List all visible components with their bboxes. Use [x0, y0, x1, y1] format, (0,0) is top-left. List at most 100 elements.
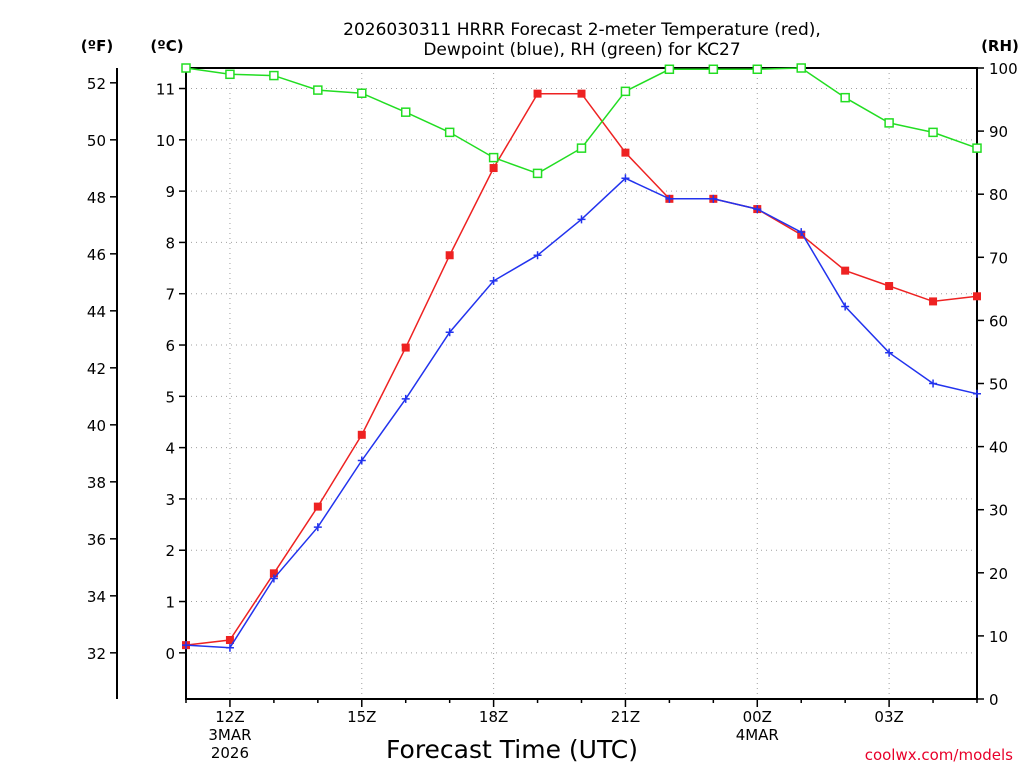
rh-tick-label: 30 [989, 502, 1008, 520]
rh-tick-label: 10 [989, 628, 1008, 646]
dewpoint-point [269, 574, 278, 583]
temperature-point [269, 569, 278, 578]
rh-tick-label: 60 [989, 312, 1008, 330]
celsius-tick-label: 3 [165, 491, 175, 509]
dewpoint-point [445, 328, 454, 337]
rh-point [444, 127, 455, 138]
rh-point [400, 107, 411, 117]
rh-tick-label: 0 [989, 691, 999, 709]
temperature-line [185, 92, 978, 646]
rh-tick-label: 40 [989, 439, 1008, 457]
chart-title-line-1: 2026030311 HRRR Forecast 2-meter Tempera… [343, 20, 821, 40]
dewpoint-point [533, 251, 542, 260]
celsius-unit-label: (ºC) [150, 37, 183, 55]
temperature-point [577, 89, 586, 98]
rh-tick-label: 70 [989, 249, 1008, 267]
dewpoint-point [709, 194, 718, 203]
rh-point [225, 69, 235, 80]
dewpoint-point [753, 205, 762, 214]
time-tick-label: 15Z [347, 708, 376, 726]
temperature-point [533, 89, 542, 98]
rh-point [357, 88, 367, 98]
celsius-tick-label: 5 [165, 388, 175, 406]
rh-point [181, 63, 191, 73]
dewpoint-point [929, 379, 938, 388]
temperature-point [445, 251, 454, 260]
temperature-point [401, 343, 410, 352]
time-tick-sublabel: 4MAR [736, 726, 779, 744]
fahrenheit-tick-label: 42 [87, 360, 106, 378]
fahrenheit-tick-label: 48 [87, 189, 106, 207]
celsius-tick-label: 6 [165, 337, 175, 355]
dewpoint-point [182, 641, 190, 650]
dewpoint-point [841, 302, 850, 311]
temperature-point [973, 292, 981, 301]
dewpoint-point [665, 194, 674, 203]
fahrenheit-tick-label: 52 [87, 75, 106, 93]
time-tick-label: 03Z [874, 708, 903, 726]
series-layer [181, 63, 982, 652]
rh-tick-label: 90 [989, 123, 1008, 141]
celsius-tick-label: 4 [165, 440, 175, 458]
grid [186, 68, 977, 699]
rh-point [664, 64, 675, 75]
celsius-tick-label: 9 [165, 183, 175, 201]
fahrenheit-tick-label: 50 [87, 132, 106, 150]
temperature-point [885, 282, 894, 291]
rh-tick-label: 80 [989, 186, 1008, 204]
fahrenheit-tick-label: 40 [87, 417, 106, 435]
dewpoint-point [357, 456, 366, 465]
fahrenheit-tick-label: 44 [87, 303, 106, 321]
rh-point [972, 143, 982, 153]
dewpoint-point [401, 394, 410, 403]
celsius-tick-label: 8 [165, 234, 175, 252]
rh-point [840, 92, 850, 103]
temperature-point [357, 430, 366, 439]
rh-point [488, 152, 499, 163]
celsius-axis: 0 1 2 3 4 5 6 7 8 9 10 11 [156, 81, 186, 663]
temperature-point [313, 502, 322, 511]
temperature-point [225, 636, 234, 645]
chart-title-line-2: Dewpoint (blue), RH (green) for KC27 [423, 40, 740, 60]
dewpoint-point [797, 228, 806, 237]
series-temperature [182, 89, 981, 650]
rh-point [796, 63, 806, 73]
celsius-tick-label: 0 [165, 645, 175, 663]
rh-line [185, 67, 978, 175]
x-axis-title: Forecast Time (UTC) [386, 735, 638, 764]
fahrenheit-tick-label: 34 [87, 588, 106, 606]
time-tick-label: 18Z [479, 708, 508, 726]
time-tick-sublabel: 3MAR [208, 726, 251, 744]
fahrenheit-tick-label: 36 [87, 531, 106, 549]
rh-point [752, 64, 763, 75]
fahrenheit-unit-label: (ºF) [81, 37, 113, 55]
dewpoint-point [621, 174, 630, 183]
credit-text: coolwx.com/models [865, 746, 1013, 764]
time-tick-label: 12Z [215, 708, 244, 726]
celsius-tick-label: 1 [165, 594, 175, 612]
rh-point [928, 127, 938, 138]
fahrenheit-tick-label: 46 [87, 246, 106, 264]
rh-tick-label: 100 [989, 60, 1018, 78]
rh-point [313, 85, 323, 95]
temperature-point [489, 164, 498, 173]
temperature-point [929, 297, 938, 306]
rh-point [269, 70, 279, 81]
plot-frame [185, 67, 978, 700]
rh-point [532, 168, 543, 179]
dewpoint-point [577, 215, 586, 224]
dewpoint-point [885, 348, 894, 357]
series-rh [181, 63, 982, 179]
rh-axis: 0 10 20 30 40 50 60 70 80 90 100 [977, 60, 1018, 709]
fahrenheit-axis: 32 34 36 38 40 42 44 46 48 50 52 [87, 75, 117, 663]
fahrenheit-tick-label: 38 [87, 474, 106, 492]
celsius-tick-label: 7 [165, 286, 175, 304]
dewpoint-line [185, 177, 978, 649]
rh-unit-label: (RH) [981, 37, 1019, 55]
rh-tick-label: 20 [989, 565, 1008, 583]
time-tick-label: 00Z [743, 708, 772, 726]
temperature-point [841, 266, 850, 275]
time-tick-sublabel: 2026 [211, 744, 249, 762]
celsius-tick-label: 2 [165, 542, 175, 560]
